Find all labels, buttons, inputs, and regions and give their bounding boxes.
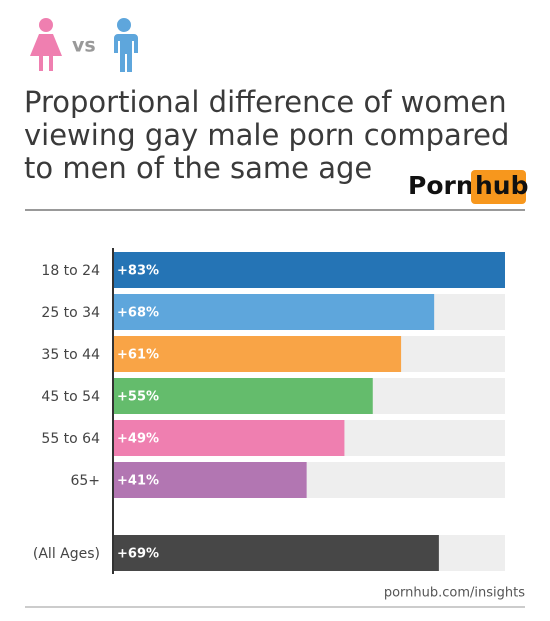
- logo-box: [471, 170, 526, 204]
- category-label: 18 to 24: [41, 263, 100, 279]
- value-label: +61%: [117, 348, 159, 363]
- category-label: 25 to 34: [41, 305, 100, 321]
- bar: [113, 420, 345, 456]
- bar: [113, 462, 307, 498]
- value-label: +68%: [117, 306, 159, 321]
- chart-title: Proportional difference of women: [24, 85, 507, 119]
- bar: [113, 535, 439, 571]
- value-label: +41%: [117, 474, 159, 489]
- value-label: +69%: [117, 547, 159, 562]
- category-label: 45 to 54: [41, 389, 100, 405]
- bar: [113, 252, 505, 288]
- female-icon: [30, 18, 62, 71]
- source: pornhub.com/insights: [384, 586, 525, 601]
- value-label: +55%: [117, 390, 159, 405]
- value-label: +49%: [117, 432, 159, 447]
- chart-title: viewing gay male porn compared: [24, 118, 509, 152]
- male-icon: [114, 18, 138, 72]
- bar: [113, 294, 435, 330]
- value-label: +83%: [117, 264, 159, 279]
- chart-title: to men of the same age: [24, 151, 372, 185]
- category-label: 65+: [70, 473, 100, 489]
- logo-right: hub: [475, 171, 529, 200]
- category-label: 35 to 44: [41, 347, 100, 363]
- logo-left: Porn: [408, 171, 474, 200]
- category-label: (All Ages): [33, 546, 100, 562]
- category-label: 55 to 64: [41, 431, 100, 447]
- bar: [113, 336, 402, 372]
- vs-label: vs: [72, 35, 96, 57]
- bar: [113, 378, 373, 414]
